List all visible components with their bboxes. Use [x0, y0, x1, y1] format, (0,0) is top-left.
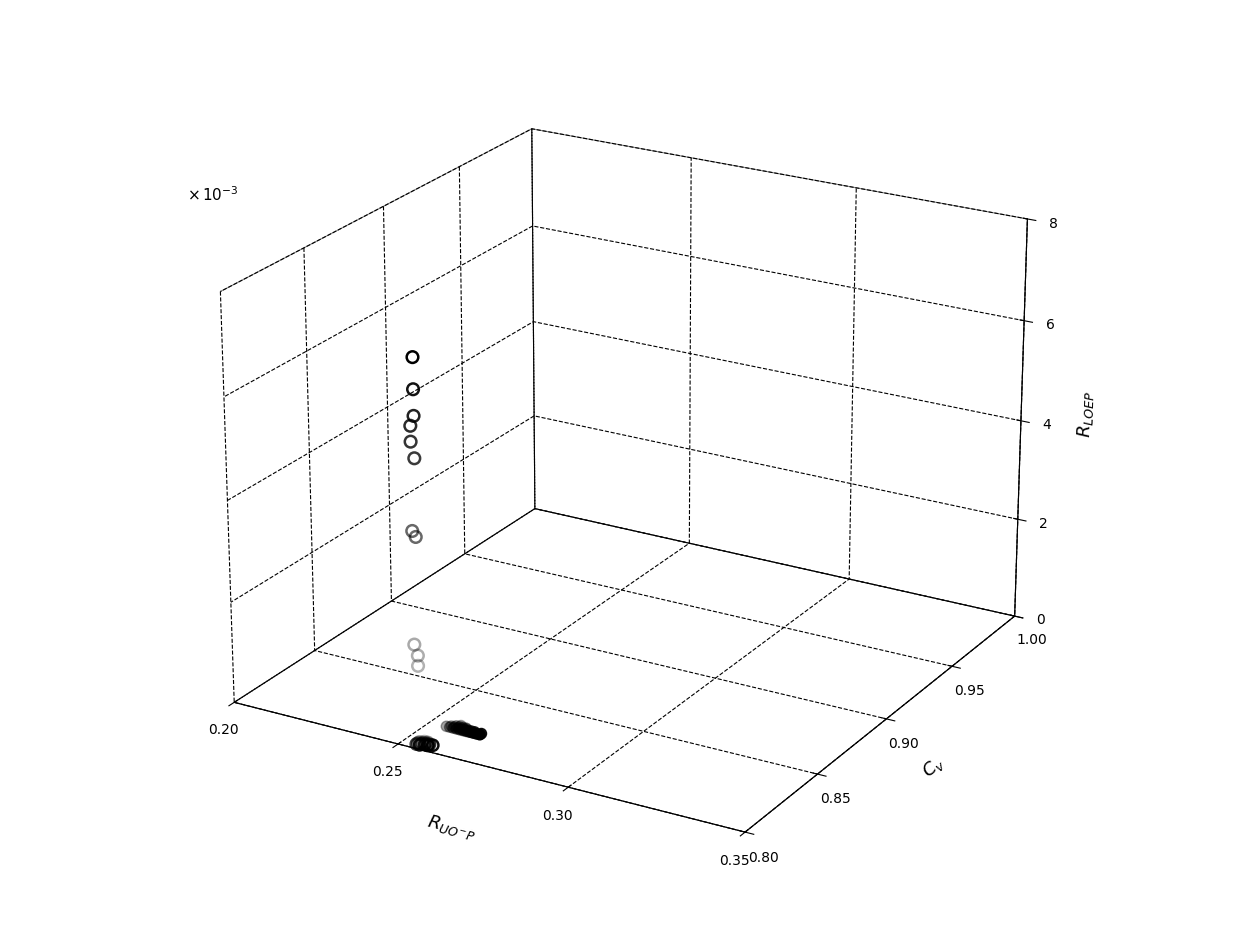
- Y-axis label: $C_v$: $C_v$: [919, 752, 949, 782]
- X-axis label: $R_{UO^{-}P}$: $R_{UO^{-}P}$: [425, 812, 479, 843]
- Text: $\times\,10^{-3}$: $\times\,10^{-3}$: [187, 186, 238, 204]
